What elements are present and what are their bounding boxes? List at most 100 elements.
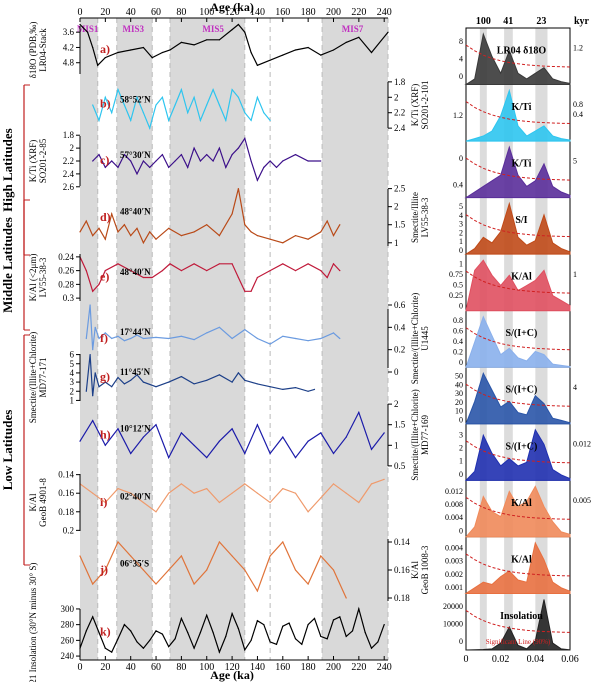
data-point: [332, 49, 335, 51]
data-point: [92, 235, 94, 237]
data-point: [269, 59, 271, 61]
data-point: [320, 497, 322, 499]
y-axis-label: Smectite/(Illite+Chlorite): [28, 332, 38, 424]
spectrum-y-tick: 3: [459, 220, 463, 229]
data-point: [130, 337, 132, 340]
spectrum-y-tick: 0: [459, 470, 463, 479]
y-tick-label: 0.18: [394, 593, 410, 603]
data-point: [111, 213, 113, 215]
data-point: [250, 160, 252, 162]
data-point: [174, 638, 176, 640]
data-point: [149, 166, 151, 168]
data-point: [104, 647, 106, 649]
data-point: [307, 440, 309, 442]
panel-a: 3.6 4.2 4.8 a) δ18O (PDB,‰) LR04-Stack: [28, 22, 389, 78]
data-point: [87, 31, 89, 33]
data-point: [187, 112, 189, 114]
data-point: [97, 64, 99, 66]
spectrum-area: [464, 201, 571, 255]
data-point: [98, 227, 100, 229]
bottom-tick-label: 0: [78, 662, 83, 673]
top-tick-label: 140: [250, 7, 265, 18]
spectrum-y-tick: 3: [459, 430, 463, 439]
data-point: [206, 332, 208, 334]
spectrum-y-tick: 0.002: [445, 570, 463, 579]
data-point: [294, 638, 297, 640]
data-point: [193, 647, 195, 649]
bottom-tick-label: 20: [100, 662, 110, 673]
top-tick-label: 220: [351, 7, 366, 18]
freq-tick-label: 0: [464, 654, 469, 665]
data-point: [151, 276, 153, 279]
data-point: [142, 276, 144, 279]
spectrum-LR04: LR04 δ18O 0 4 8 1.2: [459, 32, 583, 86]
spectrum-side-tick: 0.005: [573, 496, 591, 505]
data-point: [199, 631, 201, 634]
data-point: [282, 335, 284, 337]
data-point: [269, 641, 271, 643]
data-point: [307, 340, 309, 342]
data-point: [250, 639, 252, 642]
y-tick-label: 260: [61, 635, 75, 645]
data-point: [301, 643, 303, 645]
data-point: [193, 339, 195, 341]
y-tick-label: 0.5: [394, 461, 406, 471]
data-point: [161, 154, 163, 156]
data-point: [237, 188, 239, 190]
data-point: [237, 372, 239, 374]
data-point: [168, 492, 170, 494]
data-point: [231, 613, 233, 615]
panel-h: 0.5 1 1.5 2 h) 10°12′N Smectite/(Illite+Chlori…: [79, 389, 430, 481]
data-point: [218, 104, 220, 106]
period-label: 100: [476, 16, 491, 27]
site-label: LV55-38-3: [38, 257, 48, 297]
y-tick-label: 2: [70, 386, 75, 396]
spectrum-y-tick: 0.001: [445, 583, 463, 592]
y-tick-label: 4.8: [63, 58, 75, 68]
data-point: [199, 160, 201, 162]
spectrum-y-tick: 0.25: [449, 291, 463, 300]
data-point: [206, 457, 208, 459]
data-point: [345, 597, 347, 599]
freq-tick-label: 0.02: [492, 654, 510, 665]
data-point: [218, 235, 220, 237]
data-point: [142, 569, 144, 571]
data-point: [326, 276, 328, 279]
data-point: [244, 379, 246, 381]
data-point: [307, 263, 309, 265]
panel-f: 0 0.2 0.4 0.6 f) 17°44′N Smectite/(Illite+Chlo…: [85, 293, 430, 384]
data-point: [231, 381, 233, 383]
data-point: [256, 424, 258, 426]
top-tick-label: 240: [377, 7, 392, 18]
data-point: [256, 235, 258, 237]
data-point: [89, 304, 91, 306]
data-point: [256, 96, 258, 98]
spectrum-y-tick: 0: [459, 358, 463, 367]
data-point: [250, 290, 252, 292]
data-point: [193, 444, 195, 446]
orbital-band: [504, 28, 513, 650]
data-point: [206, 488, 208, 490]
spectrum-y-tick: 0.75: [449, 270, 463, 279]
panel-letter: c): [100, 153, 109, 167]
series-line-e: [79, 256, 341, 293]
data-point: [364, 631, 366, 634]
data-point: [358, 501, 360, 504]
data-point: [98, 154, 100, 156]
data-point: [161, 96, 163, 98]
bottom-tick-label: 180: [301, 662, 316, 673]
spectrum-y-tick: 0.5: [453, 280, 463, 289]
top-tick-label: 0: [78, 7, 83, 18]
y-tick-label: 2.4: [63, 169, 75, 179]
data-point: [294, 270, 297, 272]
data-point: [370, 483, 373, 485]
spectrum-y-tick: 4: [459, 54, 463, 63]
data-point: [117, 541, 119, 543]
latitude-label: 17°44′N: [120, 327, 151, 337]
data-point: [269, 119, 271, 121]
latitude-label: 06°35′S: [120, 559, 149, 569]
data-point: [168, 227, 170, 229]
spectrum-y-tick: 0.008: [445, 500, 463, 509]
data-point: [332, 263, 335, 265]
data-point: [377, 641, 379, 643]
